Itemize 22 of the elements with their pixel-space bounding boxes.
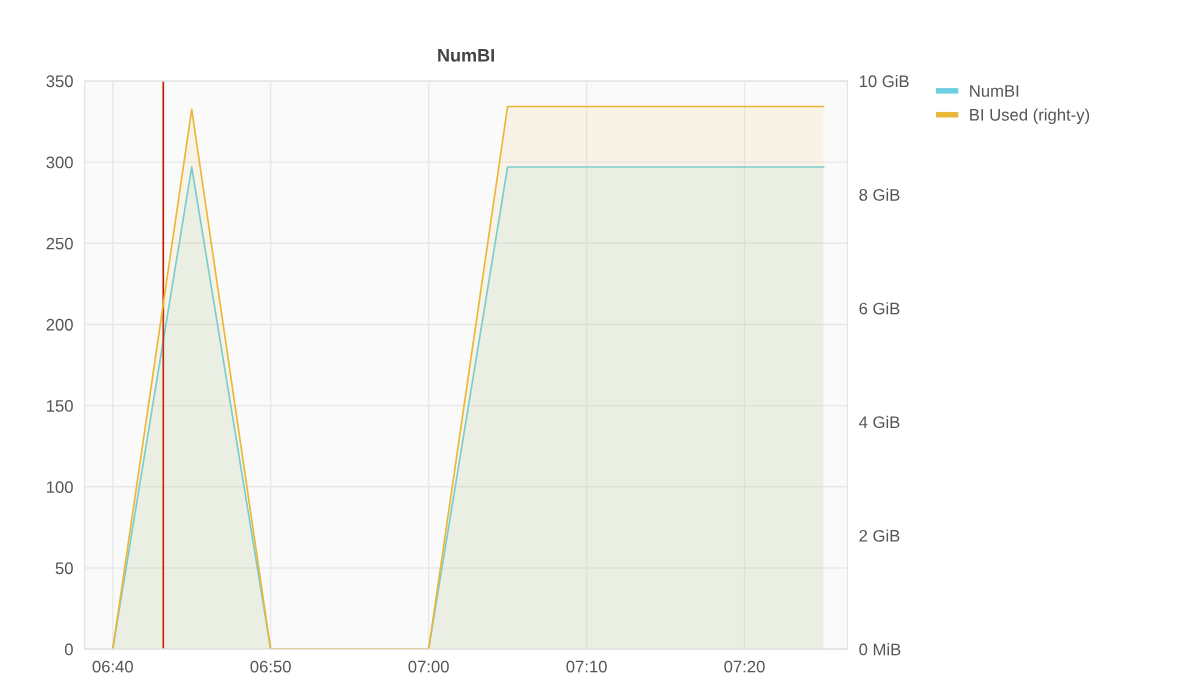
- y-tick-label: 200: [46, 318, 73, 331]
- y2-tick-label: 8 GiB: [859, 188, 900, 201]
- x-tick-label: 07:00: [408, 660, 449, 673]
- chart-title: NumBI: [438, 49, 494, 62]
- y-tick-label: 350: [46, 75, 73, 88]
- y2-tick-label: 6 GiB: [859, 302, 900, 315]
- y-tick-label: 150: [46, 400, 73, 412]
- y-tick-label: 0: [64, 643, 73, 656]
- y2-tick-label: 2 GiB: [859, 529, 900, 542]
- x-tick-label: 06:50: [250, 660, 291, 673]
- x-tick-label: 06:40: [92, 660, 133, 673]
- x-tick-label: 07:20: [724, 660, 765, 673]
- y-tick-label: 250: [46, 237, 73, 250]
- y-tick-label: 300: [46, 156, 73, 169]
- y2-tick-label: 4 GiB: [859, 415, 900, 429]
- legend-label: NumBI: [970, 85, 1019, 97]
- y2-tick-label: 10 GiB: [859, 74, 909, 88]
- y-tick-label: 100: [46, 481, 73, 494]
- y2-tick-label: 0 MiB: [859, 643, 901, 656]
- legend-label: BI Used (right-y): [970, 108, 1090, 125]
- x-tick-label: 07:10: [566, 660, 607, 673]
- y-tick-label: 50: [55, 562, 73, 575]
